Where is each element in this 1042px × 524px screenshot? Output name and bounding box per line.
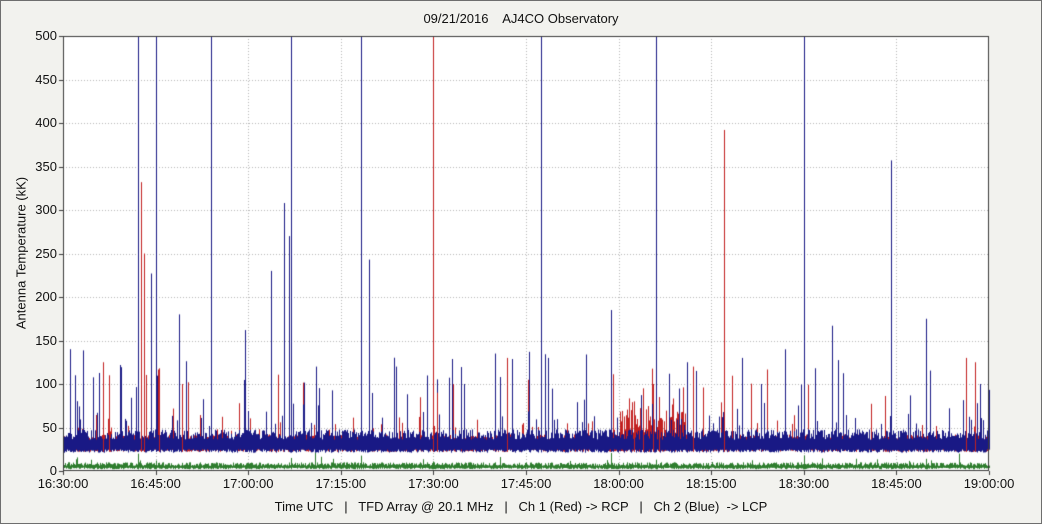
y-tick-label: 50 bbox=[42, 419, 57, 435]
x-tick-label: 19:00:00 bbox=[963, 476, 1015, 491]
y-tick-label: 400 bbox=[35, 115, 57, 130]
y-tick-label: 350 bbox=[35, 158, 57, 174]
x-tick-label: 16:45:00 bbox=[130, 476, 181, 491]
y-tick-label: 250 bbox=[35, 245, 57, 261]
x-tick-label: 18:00:00 bbox=[593, 476, 644, 491]
x-tick-label: 16:30:00 bbox=[37, 476, 89, 491]
x-axis-caption: Time UTC | TFD Array @ 20.1 MHz | Ch 1 (… bbox=[274, 499, 768, 514]
x-tick-label: 18:45:00 bbox=[871, 476, 922, 491]
x-tick-label: 17:30:00 bbox=[408, 476, 459, 491]
x-tick-label: 17:45:00 bbox=[500, 476, 552, 491]
x-tick-label: 18:30:00 bbox=[778, 476, 830, 491]
y-tick-label: 450 bbox=[35, 71, 57, 87]
x-tick-label: 17:15:00 bbox=[315, 476, 367, 491]
y-tick-label: 500 bbox=[35, 28, 57, 43]
y-tick-label: 300 bbox=[35, 202, 57, 217]
x-tick-label: 18:15:00 bbox=[685, 476, 737, 491]
y-tick-label: 100 bbox=[35, 376, 57, 391]
y-tick-label: 200 bbox=[35, 289, 57, 304]
chart-title: 09/21/2016 AJ4CO Observatory bbox=[423, 11, 619, 26]
y-tick-label: 0 bbox=[49, 463, 57, 478]
y-tick-label: 150 bbox=[35, 332, 57, 348]
x-tick-label: 17:00:00 bbox=[222, 476, 274, 491]
